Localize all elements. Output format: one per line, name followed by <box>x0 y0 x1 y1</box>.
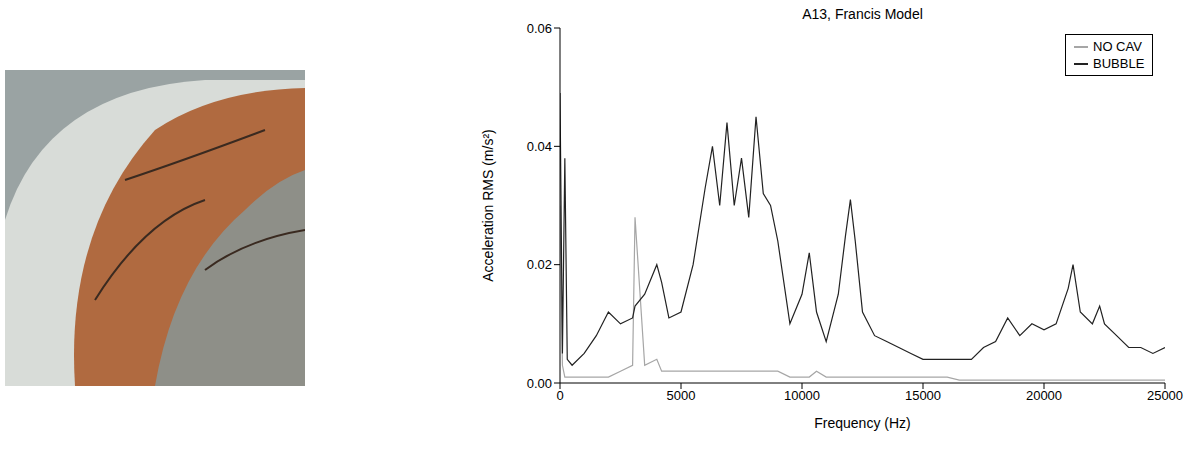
svg-text:Acceleration RMS (m/s²): Acceleration RMS (m/s²) <box>480 129 496 281</box>
svg-text:0: 0 <box>556 388 563 403</box>
svg-text:0.04: 0.04 <box>527 139 552 154</box>
svg-text:0.00: 0.00 <box>527 376 552 391</box>
svg-text:10000: 10000 <box>784 388 820 403</box>
html-text:A13, Francis Model: A13, Francis Model <box>802 6 923 22</box>
svg-text:0.02: 0.02 <box>527 257 552 272</box>
html-text:NO CAV: NO CAV <box>1093 39 1142 54</box>
svg-text:25000: 25000 <box>1147 388 1183 403</box>
html-text:BUBBLE: BUBBLE <box>1093 56 1145 71</box>
svg-text:0.06: 0.06 <box>527 21 552 36</box>
svg-text:Frequency (Hz): Frequency (Hz) <box>814 415 910 431</box>
svg-text:15000: 15000 <box>905 388 941 403</box>
svg-text:5000: 5000 <box>667 388 696 403</box>
svg-text:20000: 20000 <box>1026 388 1062 403</box>
